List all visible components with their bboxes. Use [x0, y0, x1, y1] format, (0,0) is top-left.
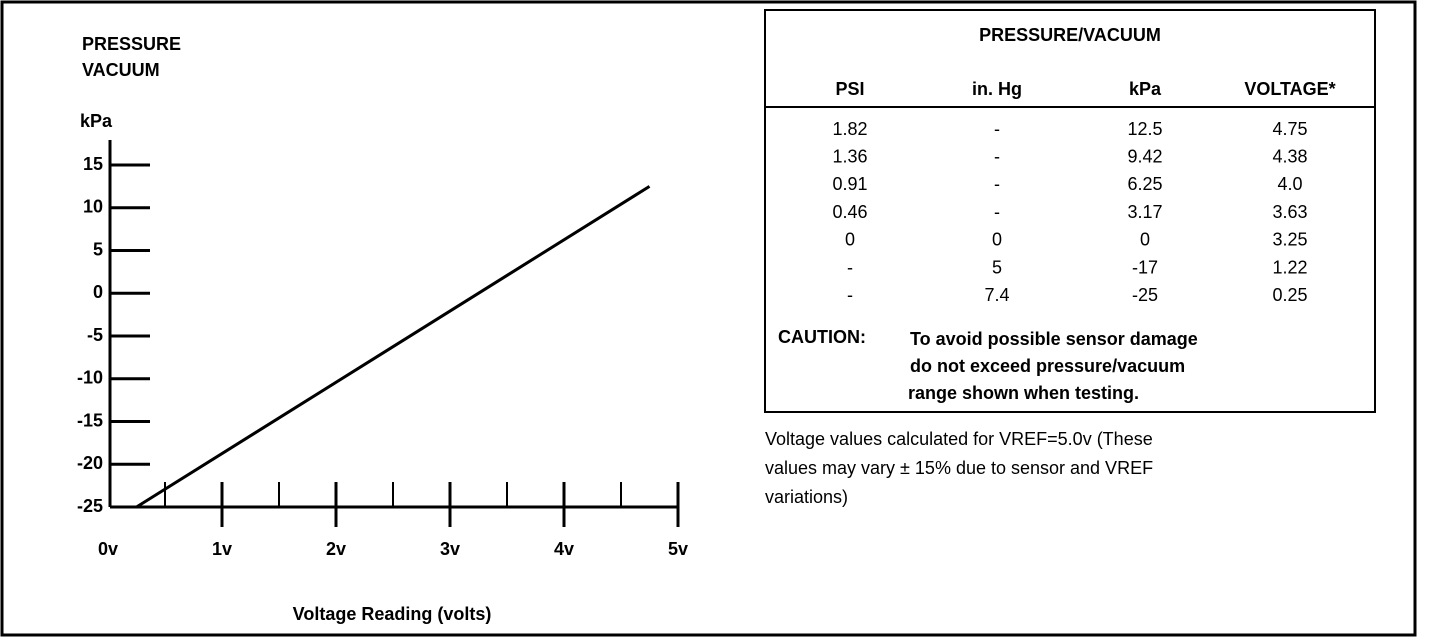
table-cell: 0: [845, 230, 855, 250]
table-cell: 0.91: [832, 174, 867, 194]
table-cell: 4.0: [1277, 174, 1302, 194]
table-cell: 3.63: [1272, 202, 1307, 222]
table-cell: 5: [992, 257, 1002, 277]
y-tick-label: -15: [77, 410, 103, 430]
caution-text: range shown when testing.: [908, 383, 1139, 403]
table-cell: 1.36: [832, 146, 867, 166]
x-tick-label: 3v: [440, 539, 460, 559]
table-cell: -: [994, 174, 1000, 194]
table-cell: -: [847, 257, 853, 277]
table-cell: 4.75: [1272, 119, 1307, 139]
y-tick-label: 0: [93, 282, 103, 302]
x-tick-label: 4v: [554, 539, 574, 559]
y-tick-label: -10: [77, 368, 103, 388]
table-box: [764, 9, 1376, 413]
table-cell: -: [994, 202, 1000, 222]
table-cell: 4.38: [1272, 146, 1307, 166]
y-tick-label: 15: [83, 154, 103, 174]
footnote: variations): [765, 487, 848, 507]
y-tick-label: -5: [87, 325, 103, 345]
table-cell: 9.42: [1127, 146, 1162, 166]
frame: [0, 0, 1417, 637]
footnote: values may vary ± 15% due to sensor and …: [765, 458, 1153, 478]
table-cell: 6.25: [1127, 174, 1162, 194]
x-tick-label: 1v: [212, 539, 232, 559]
chart-title: PRESSURE: [82, 34, 181, 54]
table-cell: 0.46: [832, 202, 867, 222]
x-tick-label: 2v: [326, 539, 346, 559]
data-line: [135, 185, 651, 509]
y-axis-label: kPa: [80, 111, 113, 131]
table-cell: 7.4: [984, 285, 1009, 305]
table-title: PRESSURE/VACUUM: [979, 25, 1161, 45]
chart-title: VACUUM: [82, 60, 160, 80]
column-header: VOLTAGE*: [1244, 79, 1335, 99]
table-cell: 3.25: [1272, 230, 1307, 250]
table-cell: 1.82: [832, 119, 867, 139]
column-header: kPa: [1129, 79, 1162, 99]
x-tick-label: 0v: [98, 539, 118, 559]
y-tick-label: -25: [77, 496, 103, 516]
column-header: in. Hg: [972, 79, 1022, 99]
x-tick-label: 5v: [668, 539, 688, 559]
table-cell: 1.22: [1272, 257, 1307, 277]
table-cell: -: [994, 146, 1000, 166]
table-cell: 0.25: [1272, 285, 1307, 305]
table-cell: -25: [1132, 285, 1158, 305]
x-axis-label: Voltage Reading (volts): [293, 604, 492, 624]
table-cell: 0: [1140, 230, 1150, 250]
caution-text: To avoid possible sensor damage: [910, 329, 1198, 349]
y-tick-label: -20: [77, 453, 103, 473]
table-cell: 3.17: [1127, 202, 1162, 222]
footnote: Voltage values calculated for VREF=5.0v …: [765, 429, 1153, 449]
table-cell: -17: [1132, 257, 1158, 277]
table-cell: 0: [992, 230, 1002, 250]
column-header: PSI: [835, 79, 864, 99]
caution-text: do not exceed pressure/vacuum: [910, 356, 1185, 376]
table-cell: 12.5: [1127, 119, 1162, 139]
caution-label: CAUTION:: [778, 327, 866, 347]
table-cell: -: [994, 119, 1000, 139]
y-tick-label: 5: [93, 239, 103, 259]
y-tick-label: 10: [83, 197, 103, 217]
table-cell: -: [847, 285, 853, 305]
